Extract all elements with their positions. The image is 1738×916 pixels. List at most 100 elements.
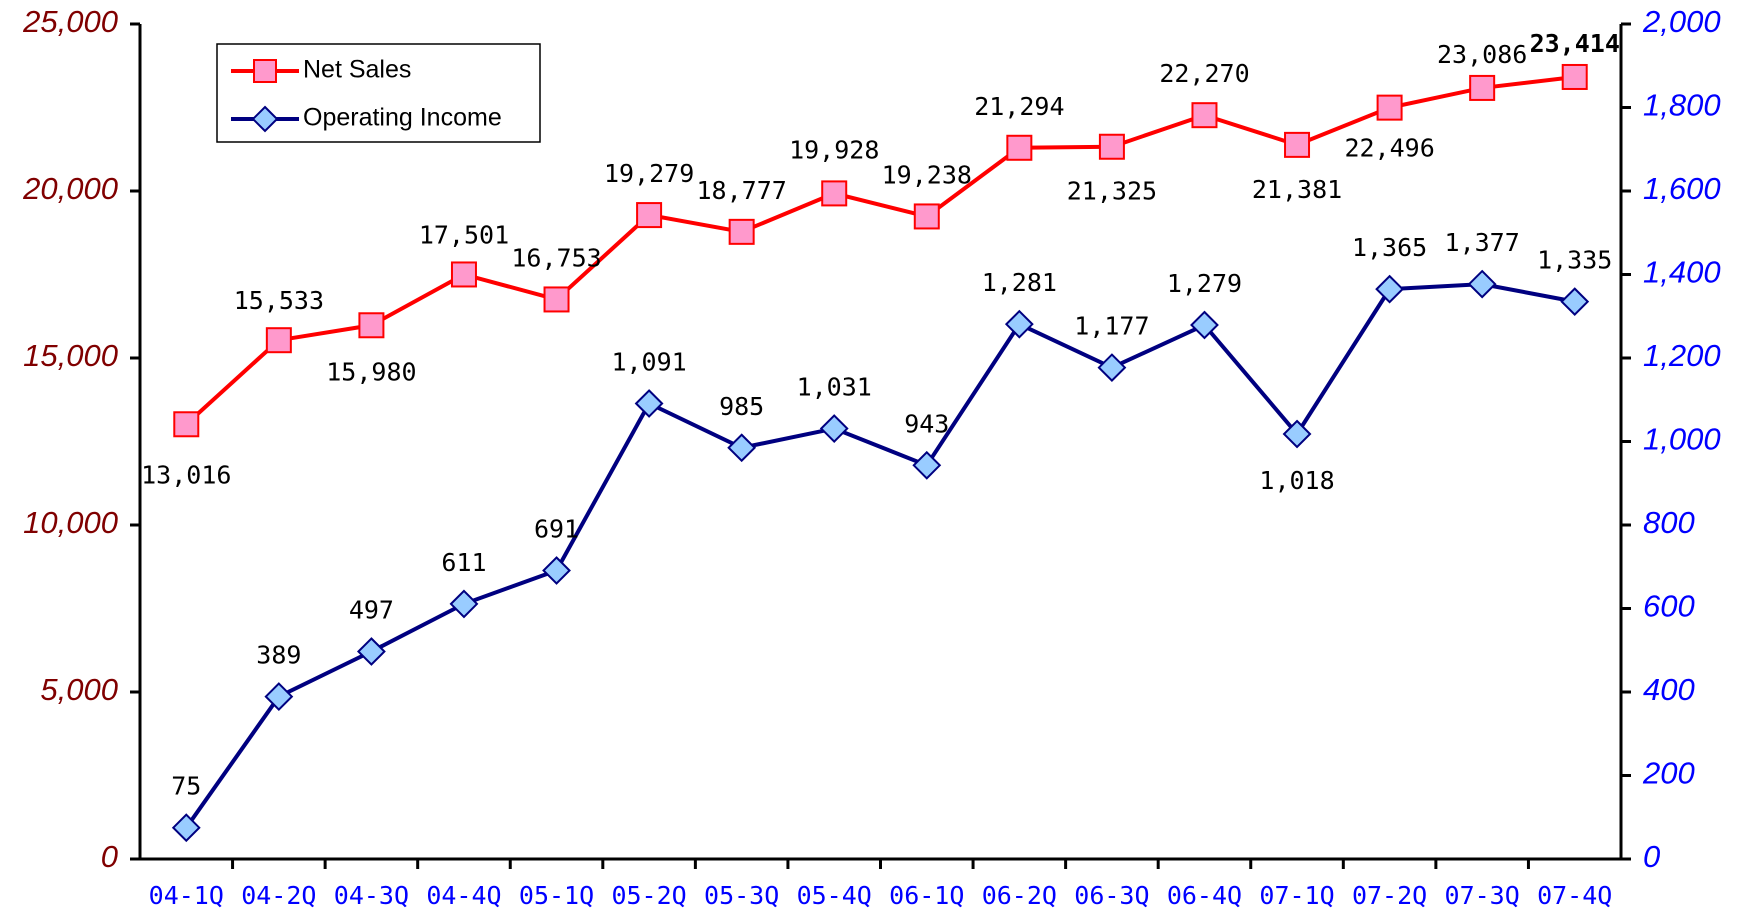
y-tick-label: 25,000	[22, 4, 118, 39]
marker	[1560, 287, 1590, 317]
x-tick-label: 05-4Q	[797, 881, 872, 910]
data-label: 1,335	[1537, 246, 1612, 275]
y2-tick-label: 800	[1643, 505, 1695, 540]
marker	[543, 286, 570, 313]
marker	[358, 312, 385, 339]
data-label: 15,533	[234, 286, 324, 315]
marker	[1006, 134, 1033, 161]
data-label: 1,031	[797, 373, 872, 402]
marker	[912, 450, 942, 480]
data-label: 1,177	[1074, 312, 1149, 341]
x-tick-label: 07-1Q	[1259, 881, 1334, 910]
data-label: 18,777	[697, 176, 787, 205]
data-label: 23,086	[1437, 40, 1527, 69]
x-tick-label: 05-3Q	[704, 881, 779, 910]
legend-label: Operating Income	[303, 104, 502, 132]
marker	[450, 261, 477, 288]
data-label: 1,279	[1167, 269, 1242, 298]
data-label: 17,501	[419, 220, 509, 249]
x-tick-label: 04-1Q	[149, 881, 224, 910]
marker	[171, 813, 201, 843]
marker	[1375, 274, 1405, 304]
y-tick-label: 20,000	[22, 171, 118, 206]
data-label: 389	[256, 641, 301, 670]
data-label: 22,496	[1344, 134, 1434, 163]
marker	[1467, 269, 1497, 299]
x-tick-label: 06-3Q	[1074, 881, 1149, 910]
marker	[173, 411, 200, 438]
data-label: 19,279	[604, 159, 694, 188]
marker	[449, 589, 479, 619]
y2-tick-label: 1,000	[1643, 422, 1721, 457]
data-label: 21,325	[1067, 177, 1157, 206]
y2-tick-label: 400	[1643, 672, 1695, 707]
data-label: 943	[904, 409, 949, 438]
marker	[1004, 309, 1034, 339]
marker	[913, 203, 940, 230]
data-label: 19,238	[882, 160, 972, 189]
x-tick-label: 06-4Q	[1167, 881, 1242, 910]
marker	[542, 556, 571, 585]
data-label: 1,018	[1259, 466, 1334, 495]
x-tick-label: 05-2Q	[611, 881, 686, 910]
data-label: 1,377	[1445, 228, 1520, 257]
marker	[636, 202, 663, 229]
marker	[264, 682, 294, 712]
marker	[821, 180, 848, 207]
marker	[727, 433, 757, 463]
y2-tick-label: 200	[1642, 756, 1695, 791]
marker	[1191, 102, 1218, 129]
y2-tick-label: 2,000	[1642, 4, 1721, 39]
y-tick-label: 5,000	[40, 672, 118, 707]
x-tick-label: 06-2Q	[982, 881, 1057, 910]
y2-tick-label: 1,600	[1643, 171, 1721, 206]
y2-tick-label: 0	[1643, 839, 1660, 874]
marker	[1282, 419, 1312, 449]
data-label: 15,980	[326, 357, 416, 386]
data-label: 19,928	[789, 135, 879, 164]
legend-label: Net Sales	[303, 56, 411, 84]
marker	[1561, 63, 1588, 90]
data-label: 691	[534, 515, 579, 544]
marker	[265, 327, 292, 354]
x-tick-label: 05-1Q	[519, 881, 594, 910]
y-tick-label: 15,000	[23, 338, 118, 373]
y2-tick-label: 600	[1643, 589, 1695, 624]
marker	[819, 414, 849, 443]
x-tick-label: 07-2Q	[1352, 881, 1427, 910]
x-tick-label: 04-4Q	[426, 881, 501, 910]
data-label: 75	[171, 772, 201, 801]
series-line	[184, 282, 1576, 829]
x-tick-label: 04-2Q	[241, 881, 316, 910]
data-label: 16,753	[511, 243, 601, 272]
data-label: 1,365	[1352, 233, 1427, 262]
marker	[1190, 310, 1219, 340]
data-label: 1,281	[982, 268, 1057, 297]
y-tick-label: 0	[101, 839, 118, 874]
marker	[728, 218, 755, 245]
y2-tick-label: 1,800	[1643, 88, 1721, 123]
marker	[1098, 133, 1125, 160]
marker	[1469, 74, 1496, 101]
data-label: 21,381	[1252, 175, 1342, 204]
legend-marker	[253, 59, 277, 83]
x-tick-label: 07-3Q	[1445, 881, 1520, 910]
marker	[634, 389, 664, 418]
data-label: 611	[441, 548, 486, 577]
data-label: 985	[719, 392, 764, 421]
marker	[356, 637, 386, 666]
x-tick-label: 06-1Q	[889, 881, 964, 910]
data-label: 22,270	[1159, 59, 1249, 88]
y2-tick-label: 1,400	[1643, 255, 1721, 290]
y-tick-label: 10,000	[23, 505, 118, 540]
legend-marker	[251, 105, 279, 133]
data-label: 13,016	[141, 460, 231, 489]
y2-tick-label: 1,200	[1643, 338, 1721, 373]
data-label: 23,414	[1530, 29, 1620, 58]
data-label: 497	[349, 596, 394, 625]
data-label: 1,091	[611, 348, 686, 377]
x-tick-label: 07-4Q	[1537, 881, 1612, 910]
series-line	[184, 74, 1575, 426]
